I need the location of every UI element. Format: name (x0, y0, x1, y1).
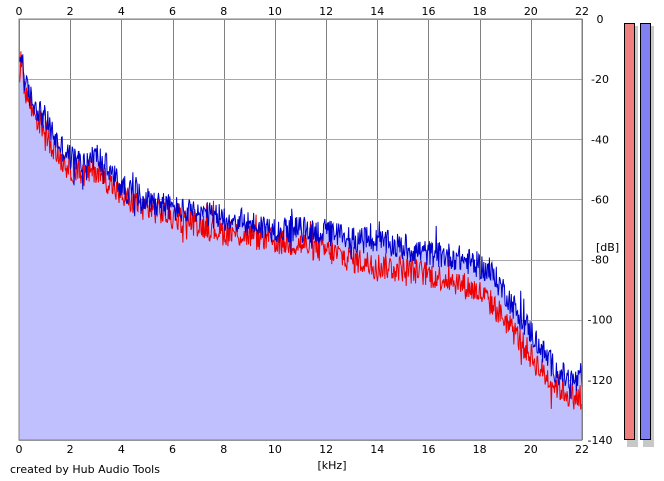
top-tick-label-9: 18 (473, 5, 487, 18)
top-tick-label-6: 12 (319, 5, 333, 18)
bottom-tick-label-10: 20 (524, 443, 538, 456)
top-tick-label-3: 6 (169, 5, 176, 18)
right-axis-labels: 0 -20 -40 -60 -80 -100 -120 -140 (588, 13, 613, 447)
top-tick-label-1: 2 (67, 5, 74, 18)
right-tick-label-3: -60 (591, 193, 609, 206)
right-tick-label-0: 0 (597, 13, 604, 26)
bottom-tick-label-3: 6 (169, 443, 176, 456)
right-tick-label-7: -140 (588, 434, 613, 447)
series-line-0 (19, 54, 582, 399)
top-tick-label-8: 16 (421, 5, 435, 18)
y-axis-unit-label: [dB] (596, 241, 619, 254)
bottom-tick-label-9: 18 (473, 443, 487, 456)
bottom-axis-labels: 0 2 4 6 8 10 12 14 16 18 20 22 (16, 443, 590, 456)
bottom-tick-label-5: 10 (268, 443, 282, 456)
bottom-tick-label-0: 0 (16, 443, 23, 456)
top-tick-label-5: 10 (268, 5, 282, 18)
top-tick-label-7: 14 (370, 5, 384, 18)
right-tick-label-6: -120 (588, 374, 613, 387)
top-tick-label-2: 4 (118, 5, 125, 18)
top-tick-label-4: 8 (220, 5, 227, 18)
top-tick-label-11: 22 (575, 5, 589, 18)
right-tick-label-2: -40 (591, 133, 609, 146)
meter-bar-1 (640, 23, 651, 440)
plot-frame (18, 18, 583, 441)
credit-text: created by Hub Audio Tools (10, 463, 160, 476)
top-tick-label-10: 20 (524, 5, 538, 18)
series-line-1 (19, 51, 582, 410)
right-tick-label-5: -100 (588, 314, 613, 327)
spectrum-series (19, 51, 582, 410)
bottom-tick-label-8: 16 (421, 443, 435, 456)
bottom-tick-label-6: 12 (319, 443, 333, 456)
top-tick-label-0: 0 (16, 5, 23, 18)
bottom-tick-label-7: 14 (370, 443, 384, 456)
meter-bar-0 (624, 23, 635, 440)
level-meters (624, 23, 654, 447)
x-axis-unit-label: [kHz] (318, 459, 347, 472)
bottom-tick-label-1: 2 (67, 443, 74, 456)
bottom-tick-label-4: 8 (220, 443, 227, 456)
right-tick-label-1: -20 (591, 73, 609, 86)
bottom-tick-label-2: 4 (118, 443, 125, 456)
bottom-tick-label-11: 22 (575, 443, 589, 456)
right-tick-label-4: -80 (591, 254, 609, 267)
top-axis-labels: 0 2 4 6 8 10 12 14 16 18 20 22 (16, 5, 590, 18)
